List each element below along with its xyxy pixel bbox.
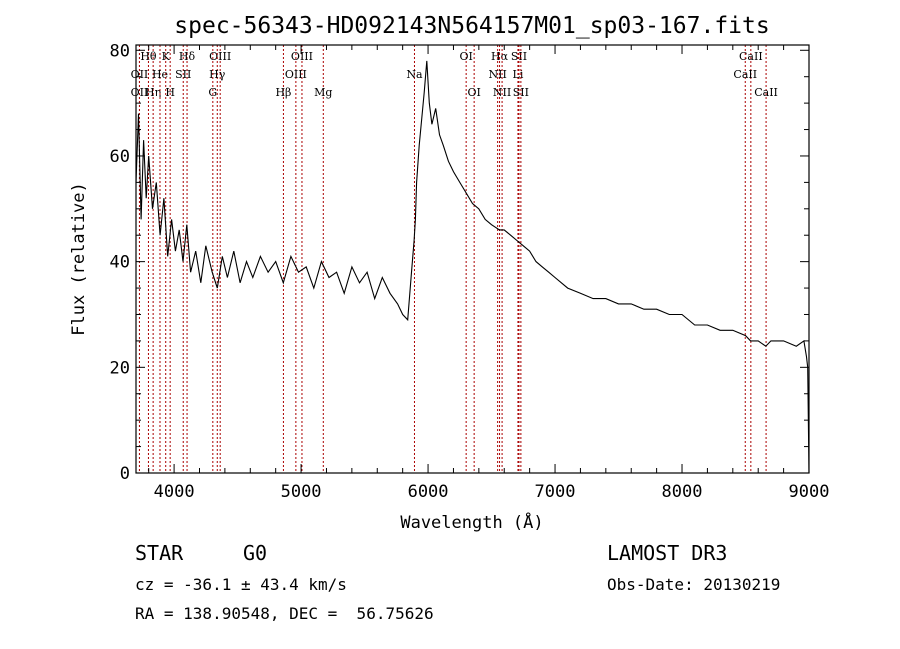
spectral-line-label: CaII	[733, 68, 757, 81]
object-subclass: G0	[243, 541, 268, 565]
spectral-line-label: OIII	[291, 50, 313, 63]
y-tick-label: 80	[110, 41, 130, 61]
spectral-line-label: Na	[406, 68, 423, 81]
spectral-line-label: OIII	[285, 68, 307, 81]
x-axis: 4000 5000 6000 7000 8000 9000	[148, 45, 830, 502]
spectral-line-label: Hγ	[209, 68, 226, 81]
spectrum-flux-line	[135, 60, 810, 474]
spectral-line-label: OIII	[209, 50, 231, 63]
x-tick-label: 9000	[789, 482, 830, 502]
spectral-line-label: Mg	[314, 86, 332, 99]
plot-frame	[135, 44, 810, 474]
spectral-line-label: He	[152, 68, 168, 81]
spectral-line-label: Hα	[491, 50, 509, 63]
x-tick-label: 4000	[154, 482, 195, 502]
spectral-line-label: SII	[175, 68, 191, 81]
spectral-line-label: SII	[511, 50, 527, 63]
x-tick-label: 5000	[281, 482, 322, 502]
redshift-cz: cz = -36.1 ± 43.4 km/s	[135, 575, 347, 594]
x-tick-label: 8000	[662, 482, 703, 502]
spectral-line-label: OI	[459, 50, 472, 63]
observation-date: Obs-Date: 20130219	[607, 575, 781, 594]
spectral-line-label: Hη	[145, 86, 161, 99]
x-axis-label: Wavelength (Å)	[400, 511, 543, 533]
survey-name: LAMOST DR3	[607, 541, 728, 565]
spectral-line-label: Hδ	[179, 50, 196, 63]
y-axis-label: Flux (relative)	[69, 182, 89, 336]
spectral-line-label: NII	[493, 86, 511, 99]
chart-title: spec-56343-HD092143N564157M01_sp03-167.f…	[174, 13, 769, 39]
spectral-line-label: NII	[488, 68, 506, 81]
spectral-line-label: CaII	[754, 86, 778, 99]
y-axis: 0 20 40 60 80	[110, 41, 809, 484]
spectral-line-label: K	[162, 50, 171, 63]
object-class: STAR	[135, 541, 184, 565]
y-tick-label: 60	[110, 147, 130, 167]
x-tick-label: 7000	[535, 482, 576, 502]
spectral-line-label: Hθ	[140, 50, 157, 63]
ra-dec-coordinates: RA = 138.90548, DEC = 56.75626	[135, 604, 434, 623]
x-tick-label: 6000	[408, 482, 449, 502]
spectral-line-label: OII	[131, 68, 149, 81]
spectral-line-label: CaII	[739, 50, 763, 63]
spectral-line-label: SII	[513, 86, 529, 99]
y-tick-label: 40	[110, 253, 130, 273]
spectral-line-label: Li	[513, 68, 524, 81]
y-tick-label: 0	[120, 464, 130, 484]
spectral-line-label: H	[165, 86, 175, 99]
y-tick-label: 20	[110, 358, 130, 378]
spectral-line-label: Hβ	[275, 86, 291, 99]
spectral-line-label: OII	[131, 86, 149, 99]
spectral-line-label: OI	[467, 86, 480, 99]
spectral-line-label: G	[208, 86, 217, 99]
